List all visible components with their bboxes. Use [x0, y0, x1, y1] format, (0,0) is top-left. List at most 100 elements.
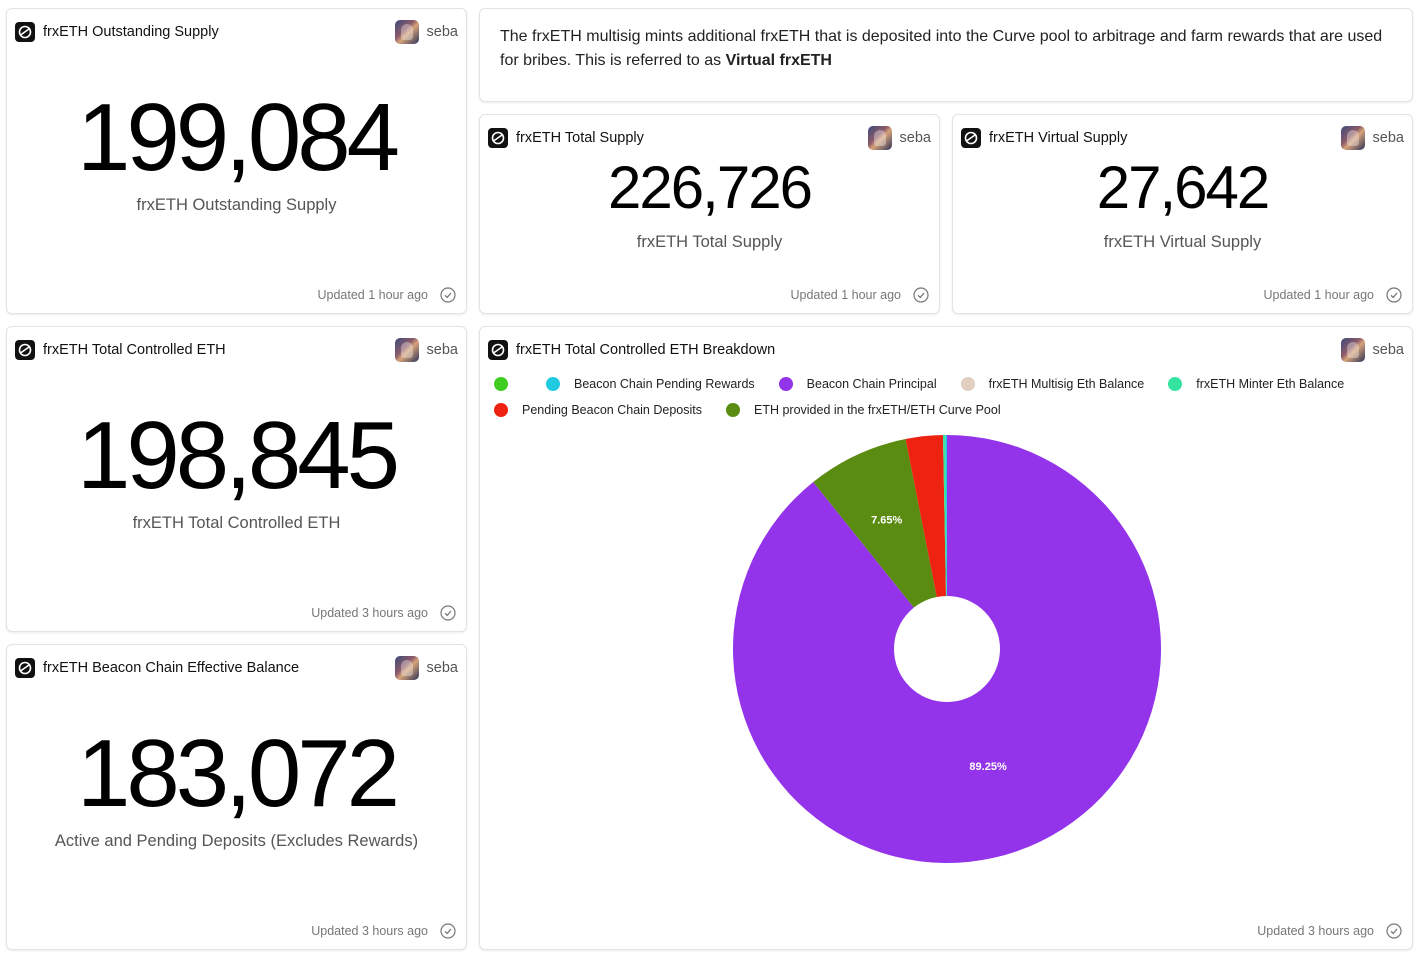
dune-logo-icon: [15, 658, 35, 678]
legend-dot: [725, 403, 740, 417]
check-circle-icon: [440, 923, 456, 939]
avatar: [1340, 338, 1365, 362]
dune-logo-icon: [15, 22, 35, 42]
legend-dot: [778, 377, 793, 391]
pie-slice-label: 7.65%: [871, 514, 902, 526]
legend-dot: [1168, 377, 1183, 391]
total-supply-card: frxETH Total Supply seba 226,726 frxETH …: [479, 114, 940, 314]
card-title[interactable]: frxETH Total Controlled ETH Breakdown: [516, 342, 776, 358]
card-title[interactable]: frxETH Virtual Supply: [989, 130, 1128, 146]
chart-legend: Beacon Chain Pending Rewards Beacon Chai…: [494, 371, 1402, 423]
card-title[interactable]: frxETH Outstanding Supply: [43, 24, 219, 40]
owner[interactable]: seba: [394, 338, 458, 362]
virtual-supply-card: frxETH Virtual Supply seba 27,642 frxETH…: [952, 114, 1413, 314]
avatar: [867, 126, 892, 150]
counter-label: frxETH Total Controlled ETH: [132, 514, 341, 532]
check-circle-icon: [440, 287, 456, 303]
card-header: frxETH Virtual Supply seba: [961, 125, 1404, 151]
pie-slice-label: 89.25%: [969, 761, 1007, 773]
dune-logo-icon: [15, 340, 35, 360]
owner-name: seba: [1372, 342, 1404, 358]
counter-value: 226,726: [608, 154, 813, 221]
card-header: frxETH Total Supply seba: [488, 125, 931, 151]
updated-status: Updated 3 hours ago: [311, 605, 456, 621]
pie-chart: 89.25% 7.65%: [732, 435, 1161, 863]
updated-text: Updated 1 hour ago: [790, 288, 901, 302]
legend-item[interactable]: Beacon Chain Principal: [778, 377, 937, 391]
pie-hole: [894, 596, 1000, 702]
updated-text: Updated 3 hours ago: [311, 924, 428, 938]
owner[interactable]: seba: [867, 126, 931, 150]
owner-name: seba: [426, 660, 458, 676]
total-controlled-eth-card: frxETH Total Controlled ETH seba 198,845…: [6, 326, 467, 632]
legend-item[interactable]: frxETH Minter Eth Balance: [1168, 377, 1344, 391]
check-circle-icon: [1386, 287, 1402, 303]
card-title[interactable]: frxETH Total Supply: [516, 130, 644, 146]
legend-item[interactable]: Beacon Chain Pending Rewards: [546, 377, 755, 391]
legend-row: Pending Beacon Chain Deposits ETH provid…: [494, 397, 1402, 423]
owner-name: seba: [899, 130, 931, 146]
legend-dot: [546, 377, 560, 391]
dune-logo-icon: [488, 340, 508, 360]
counter-label: Active and Pending Deposits (Excludes Re…: [54, 832, 419, 850]
counter-label: frxETH Outstanding Supply: [136, 196, 337, 214]
legend-label: Beacon Chain Pending Rewards: [574, 377, 755, 391]
note-body: The frxETH multisig mints additional frx…: [500, 28, 1383, 69]
owner-name: seba: [426, 24, 458, 40]
pie-slice[interactable]: [813, 439, 947, 649]
legend-dot: [494, 403, 508, 417]
owner-name: seba: [1372, 130, 1404, 146]
legend-item[interactable]: Pending Beacon Chain Deposits: [494, 403, 702, 417]
legend-label: Beacon Chain Principal: [806, 377, 937, 391]
legend-item[interactable]: frxETH Multisig Eth Balance: [960, 377, 1145, 391]
check-circle-icon: [913, 287, 929, 303]
avatar: [394, 656, 419, 680]
owner[interactable]: seba: [394, 656, 458, 680]
card-header: frxETH Total Controlled ETH seba: [15, 337, 458, 363]
legend-row: Beacon Chain Pending Rewards Beacon Chai…: [494, 371, 1402, 397]
counter-label: frxETH Total Supply: [636, 233, 783, 251]
dune-logo-icon: [961, 128, 981, 148]
legend-label: frxETH Multisig Eth Balance: [988, 377, 1145, 391]
card-header: frxETH Total Controlled ETH Breakdown se…: [488, 337, 1404, 363]
legend-item[interactable]: [494, 377, 522, 391]
check-circle-icon: [1386, 923, 1402, 939]
updated-status: Updated 1 hour ago: [790, 287, 929, 303]
note-text: The frxETH multisig mints additional frx…: [480, 9, 1412, 89]
updated-text: Updated 1 hour ago: [1263, 288, 1374, 302]
card-title[interactable]: frxETH Total Controlled ETH: [43, 342, 226, 358]
owner[interactable]: seba: [1340, 338, 1404, 362]
card-title[interactable]: frxETH Beacon Chain Effective Balance: [43, 660, 300, 676]
beacon-effective-balance-card: frxETH Beacon Chain Effective Balance se…: [6, 644, 467, 950]
owner[interactable]: seba: [394, 20, 458, 44]
updated-text: Updated 1 hour ago: [317, 288, 428, 302]
card-header: frxETH Outstanding Supply seba: [15, 19, 458, 45]
pie-slice[interactable]: [905, 435, 947, 649]
counter-label: frxETH Virtual Supply: [1103, 233, 1262, 251]
updated-status: Updated 3 hours ago: [1257, 923, 1402, 939]
avatar: [1340, 126, 1365, 150]
legend-dot: [494, 377, 508, 391]
card-header: frxETH Beacon Chain Effective Balance se…: [15, 655, 458, 681]
avatar: [394, 338, 419, 362]
updated-status: Updated 1 hour ago: [317, 287, 456, 303]
pie-slice[interactable]: [942, 435, 947, 649]
legend-item[interactable]: ETH provided in the frxETH/ETH Curve Poo…: [725, 403, 1001, 417]
outstanding-supply-card: frxETH Outstanding Supply seba 199,084 f…: [6, 8, 467, 314]
counter-value: 198,845: [76, 402, 400, 509]
avatar: [394, 20, 419, 44]
virtual-frxeth-note-card: The frxETH multisig mints additional frx…: [479, 8, 1413, 102]
controlled-eth-breakdown-card: frxETH Total Controlled ETH Breakdown se…: [479, 326, 1413, 950]
legend-label: Pending Beacon Chain Deposits: [522, 403, 702, 417]
dune-logo-icon: [488, 128, 508, 148]
legend-label: ETH provided in the frxETH/ETH Curve Poo…: [753, 403, 1001, 417]
counter-value: 183,072: [76, 720, 400, 827]
counter-value: 27,642: [1096, 154, 1271, 221]
updated-status: Updated 1 hour ago: [1263, 287, 1402, 303]
owner-name: seba: [426, 342, 458, 358]
legend-dot: [960, 377, 975, 391]
counter-value: 199,084: [76, 84, 400, 191]
updated-status: Updated 3 hours ago: [311, 923, 456, 939]
legend-label: frxETH Minter Eth Balance: [1196, 377, 1345, 391]
owner[interactable]: seba: [1340, 126, 1404, 150]
